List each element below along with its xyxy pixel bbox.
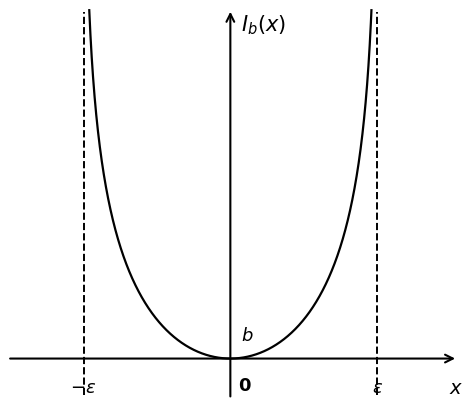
Text: $-\varepsilon$: $-\varepsilon$ (70, 378, 96, 396)
Text: $x$: $x$ (449, 378, 463, 397)
Text: $b$: $b$ (240, 326, 253, 344)
Text: $I_b(x)$: $I_b(x)$ (240, 13, 286, 37)
Text: 0: 0 (238, 377, 250, 394)
Text: $\varepsilon$: $\varepsilon$ (371, 378, 383, 396)
